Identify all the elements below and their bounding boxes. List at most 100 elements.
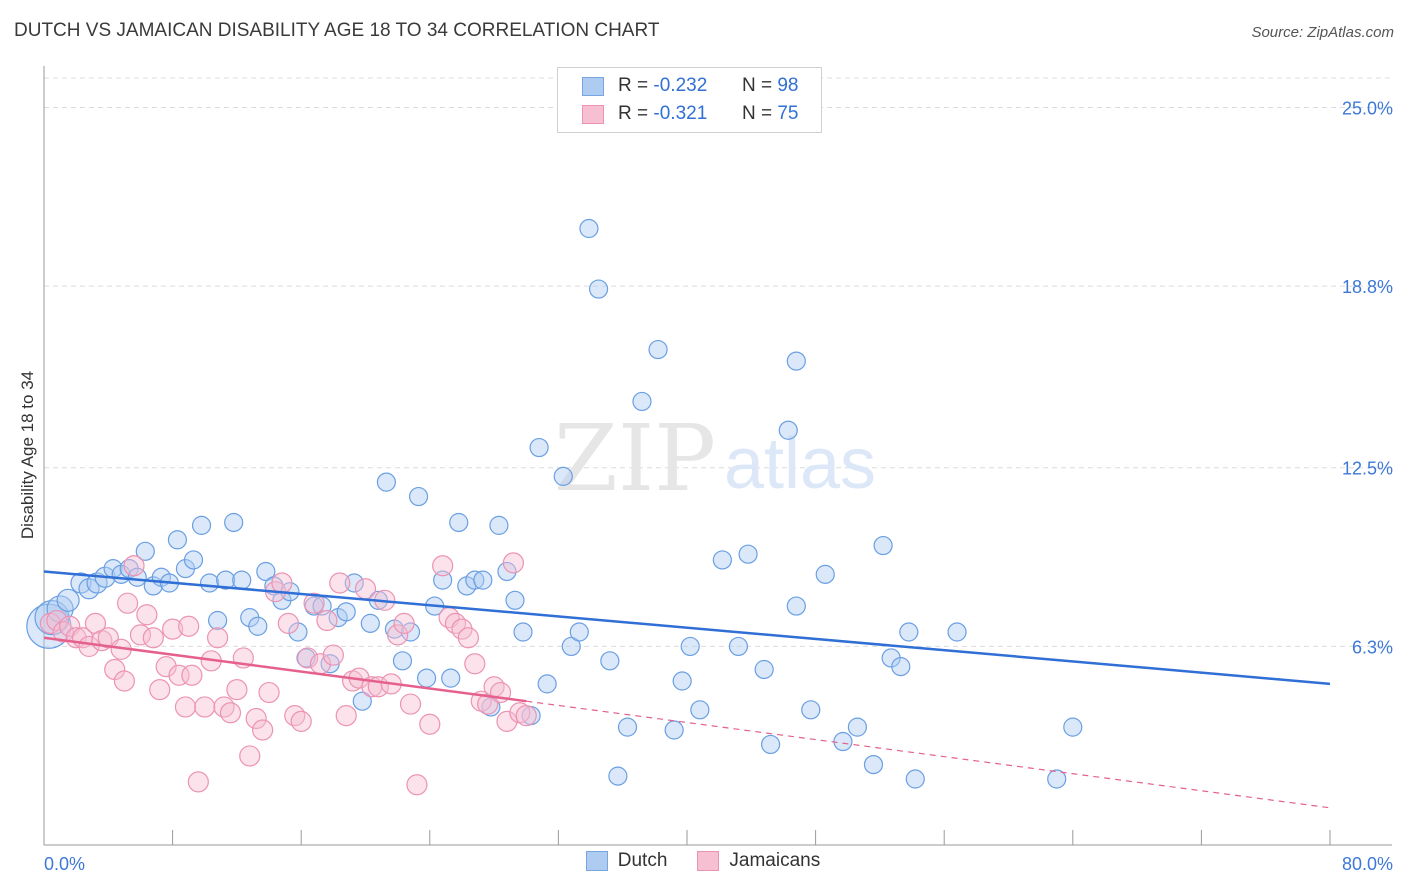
- dutch-point: [863, 754, 884, 775]
- r-label: R =: [618, 103, 649, 124]
- dutch-point: [513, 622, 533, 642]
- jamaicans-point: [219, 702, 242, 724]
- r-label: R =: [618, 75, 649, 96]
- dutch-point: [216, 570, 236, 590]
- y-tick-label: 18.8%: [1342, 277, 1393, 297]
- jamaicans-point: [297, 647, 319, 669]
- jamaicans-swatch: [582, 104, 604, 124]
- dutch-point: [760, 734, 781, 755]
- jamaicans-point: [277, 612, 299, 634]
- dutch-legend-swatch: [585, 851, 608, 871]
- jamaicans-trend-line: [43, 636, 527, 703]
- dutch-point: [256, 561, 276, 582]
- dutch-point: [336, 602, 356, 622]
- dutch-point: [553, 466, 573, 486]
- r-value: -0.321: [653, 103, 708, 124]
- stats-row-dutch: R = -0.232 N = 98: [582, 74, 798, 98]
- jamaicans-point: [226, 679, 248, 701]
- stats-box: R = -0.232 N = 98 R = -0.321 N = 75: [557, 67, 822, 133]
- dutch-point: [738, 544, 758, 564]
- dutch-point: [617, 717, 638, 737]
- jamaicans-point: [155, 656, 177, 678]
- dutch-point: [815, 564, 835, 584]
- jamaicans-point: [207, 627, 229, 649]
- watermark-atlas: atlas: [724, 424, 876, 504]
- dutch-point: [433, 570, 453, 590]
- jamaicans-point: [123, 555, 145, 577]
- dutch-point: [891, 657, 911, 677]
- dutch-point: [224, 512, 244, 533]
- y-tick-label: 6.3%: [1352, 637, 1393, 657]
- legend-item-dutch[interactable]: Dutch: [585, 850, 667, 872]
- dutch-point: [899, 622, 919, 642]
- jamaicans-point: [496, 710, 518, 732]
- dutch-point: [56, 588, 80, 612]
- jamaicans-point: [457, 627, 479, 649]
- dutch-point: [505, 590, 525, 610]
- dutch-swatch: [582, 76, 604, 96]
- legend-label: Jamaicans: [729, 850, 821, 871]
- jamaicans-point: [116, 592, 139, 614]
- dutch-point: [905, 769, 925, 789]
- legend-item-jamaicans[interactable]: Jamaicans: [697, 850, 820, 872]
- dutch-point: [473, 570, 493, 590]
- dutch-point: [376, 472, 396, 492]
- jamaicans-point: [271, 572, 293, 594]
- dutch-point: [408, 486, 429, 507]
- dutch-point: [400, 622, 421, 642]
- chart-title: DUTCH VS JAMAICAN DISABILITY AGE 18 TO 3…: [14, 20, 660, 41]
- source-label: Source: ZipAtlas.com: [1251, 24, 1394, 41]
- jamaicans-point: [245, 707, 267, 730]
- dutch-point: [588, 279, 609, 299]
- dutch-point: [680, 636, 700, 657]
- dutch-point: [600, 651, 620, 671]
- dutch-point: [579, 218, 599, 239]
- r-value: -0.232: [653, 75, 708, 96]
- dutch-point: [529, 437, 549, 458]
- dutch-point: [344, 573, 364, 593]
- jamaicans-point: [129, 624, 152, 646]
- dutch-point: [416, 668, 437, 688]
- stats-row-jamaicans: R = -0.321 N = 75: [582, 102, 798, 126]
- dutch-point: [728, 636, 749, 657]
- jamaicans-point: [354, 578, 377, 600]
- dutch-point: [712, 550, 732, 570]
- jamaicans-point: [142, 627, 164, 649]
- n-value: 98: [777, 75, 799, 96]
- dutch-point: [786, 351, 806, 371]
- dutch-point: [786, 596, 806, 616]
- jamaicans-point: [451, 618, 473, 640]
- y-tick-label: 25.0%: [1342, 98, 1393, 118]
- jamaicans-point: [149, 679, 171, 701]
- jamaicans-point: [168, 664, 190, 686]
- jamaicans-point: [329, 572, 351, 594]
- jamaicans-point: [136, 604, 158, 626]
- dutch-point: [352, 691, 372, 711]
- x-tick-label-min: 0.0%: [44, 854, 85, 874]
- dutch-point: [135, 541, 155, 561]
- n-label: N =: [741, 103, 773, 124]
- dutch-point: [801, 700, 821, 720]
- jamaicans-point: [515, 704, 537, 727]
- jamaicans-point: [284, 704, 306, 727]
- dutch-point: [191, 515, 212, 535]
- jamaicans-point: [464, 653, 486, 675]
- jamaicans-point: [78, 635, 100, 658]
- jamaicans-point: [162, 618, 184, 640]
- dutch-point: [360, 613, 380, 633]
- y-tick-label: 12.5%: [1342, 459, 1393, 479]
- jamaicans-point: [187, 771, 209, 793]
- dutch-point: [873, 535, 893, 556]
- jamaicans-point: [322, 644, 344, 666]
- jamaicans-point: [252, 719, 274, 741]
- dutch-point: [248, 616, 268, 636]
- dutch-point: [167, 530, 188, 550]
- jamaicans-point: [399, 693, 422, 715]
- jamaicans-point: [239, 745, 261, 767]
- dutch-point: [847, 717, 867, 737]
- jamaicans-point: [113, 670, 135, 692]
- dutch-point: [449, 512, 469, 533]
- dutch-point: [183, 550, 204, 570]
- dutch-point: [778, 420, 798, 440]
- dutch-point: [537, 674, 557, 694]
